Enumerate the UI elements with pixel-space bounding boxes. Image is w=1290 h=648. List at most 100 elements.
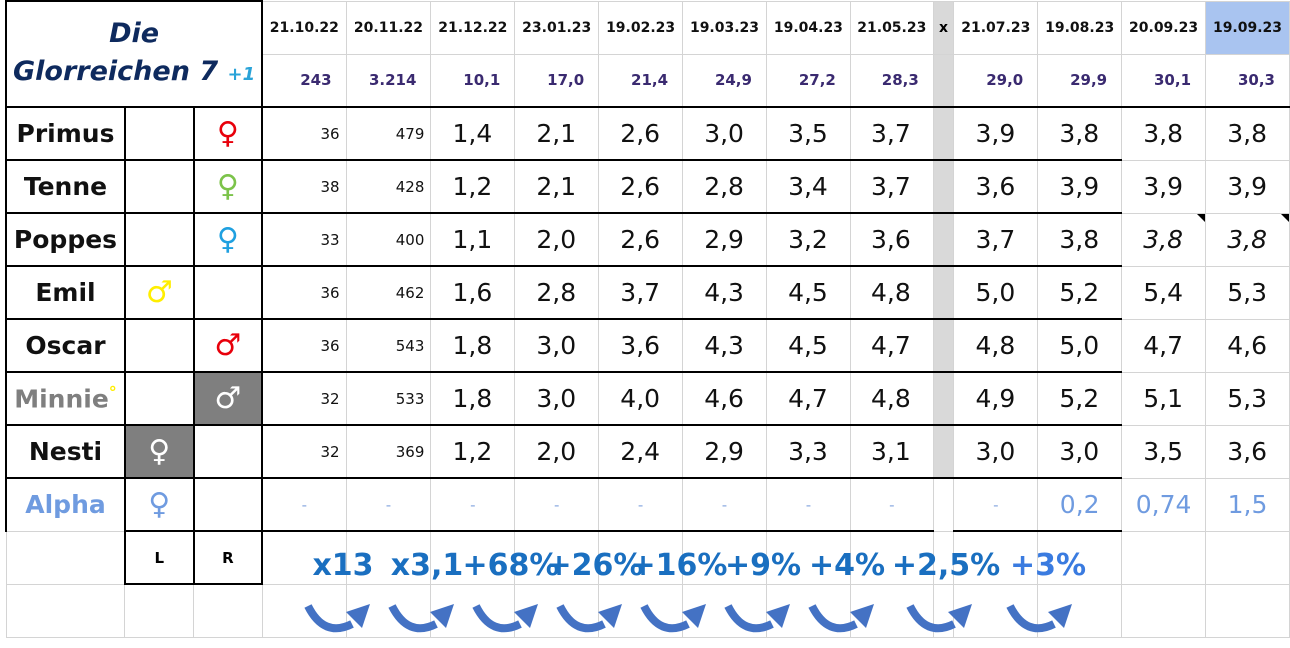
row-name[interactable]: Tenne xyxy=(5,159,126,214)
empty-cell[interactable] xyxy=(124,583,195,638)
value-cell[interactable]: 4,7 xyxy=(1121,318,1207,373)
side-l-cell[interactable] xyxy=(123,371,195,426)
total-cell[interactable]: 30,3 xyxy=(1205,53,1290,108)
side-r-cell[interactable] xyxy=(192,424,263,479)
value-cell[interactable]: 3,9 xyxy=(953,106,1039,161)
row-name[interactable]: Poppes xyxy=(5,212,126,267)
value-cell[interactable]: 1,2 xyxy=(430,159,516,214)
value-cell[interactable]: 462 xyxy=(345,265,432,320)
side-r-cell[interactable]: ♂ xyxy=(192,318,263,373)
empty-cell[interactable] xyxy=(849,530,934,585)
separator-cell[interactable] xyxy=(932,212,955,267)
side-l-cell[interactable] xyxy=(123,159,195,214)
value-cell[interactable]: 369 xyxy=(345,424,432,479)
separator-cell[interactable] xyxy=(932,477,955,532)
value-cell[interactable]: 4,8 xyxy=(953,318,1039,373)
row-name[interactable]: Oscar xyxy=(5,318,126,373)
value-cell[interactable]: 3,6 xyxy=(953,159,1039,214)
value-cell[interactable]: 5,0 xyxy=(953,265,1039,320)
value-cell[interactable]: 3,5 xyxy=(765,106,851,161)
value-cell[interactable]: 5,4 xyxy=(1121,265,1207,320)
value-cell[interactable]: 4,3 xyxy=(682,318,767,373)
value-cell[interactable]: 1,1 xyxy=(430,212,516,267)
value-cell[interactable]: 4,0 xyxy=(598,371,684,426)
total-cell[interactable]: 29,9 xyxy=(1037,53,1123,108)
separator-cell[interactable] xyxy=(932,424,955,479)
value-cell[interactable]: 3,7 xyxy=(849,159,934,214)
date-header[interactable]: 19.08.23 xyxy=(1037,0,1123,55)
total-cell[interactable]: 243 xyxy=(261,53,347,108)
footer-left-label[interactable]: L xyxy=(123,530,195,585)
total-cell[interactable]: 27,2 xyxy=(765,53,851,108)
total-cell[interactable]: 10,1 xyxy=(430,53,516,108)
value-cell[interactable]: 5,1 xyxy=(1121,371,1207,426)
separator-cell[interactable] xyxy=(932,371,955,426)
date-header[interactable]: 21.12.22 xyxy=(430,0,516,55)
value-cell[interactable]: 3,9 xyxy=(1121,159,1207,214)
value-cell[interactable]: 4,7 xyxy=(765,371,851,426)
value-cell[interactable]: 3,0 xyxy=(953,424,1039,479)
date-header[interactable]: 19.02.23 xyxy=(598,0,684,55)
value-cell[interactable]: 4,6 xyxy=(1205,318,1290,373)
value-cell[interactable]: 3,0 xyxy=(682,106,767,161)
value-cell[interactable]: 3,5 xyxy=(1121,424,1207,479)
value-cell[interactable]: 3,4 xyxy=(765,159,851,214)
total-cell[interactable]: 17,0 xyxy=(514,53,600,108)
value-cell[interactable]: 1,4 xyxy=(430,106,516,161)
total-cell[interactable]: 24,9 xyxy=(682,53,767,108)
empty-cell[interactable] xyxy=(5,530,126,585)
value-cell[interactable]: 32 xyxy=(261,424,347,479)
side-l-cell[interactable]: ♂ xyxy=(123,265,195,320)
value-cell[interactable]: 3,6 xyxy=(849,212,934,267)
side-l-cell[interactable]: ♀ xyxy=(123,477,195,532)
row-name[interactable]: Minnie° xyxy=(5,371,126,426)
date-header[interactable]: 19.09.23 xyxy=(1205,0,1290,55)
value-cell[interactable]: 479 xyxy=(345,106,432,161)
value-cell[interactable]: 3,8 xyxy=(1205,106,1290,161)
value-cell[interactable]: 3,8 xyxy=(1037,106,1123,161)
date-header[interactable]: 21.05.23 xyxy=(849,0,934,55)
total-cell[interactable]: 3.214 xyxy=(345,53,432,108)
date-header[interactable]: 20.11.22 xyxy=(345,0,432,55)
value-cell[interactable]: 1,2 xyxy=(430,424,516,479)
total-cell[interactable]: 29,0 xyxy=(953,53,1039,108)
value-cell[interactable]: 5,3 xyxy=(1205,265,1290,320)
value-cell[interactable]: 3,6 xyxy=(598,318,684,373)
value-cell[interactable]: 4,7 xyxy=(849,318,934,373)
value-cell[interactable]: 400 xyxy=(345,212,432,267)
spreadsheet-grid[interactable]: Die Glorreichen 7 +1 21.10.22 20.11.22 21.12… xyxy=(4,0,1290,638)
separator-column-header[interactable]: x xyxy=(932,0,955,55)
row-name[interactable]: Emil xyxy=(5,265,126,320)
value-cell[interactable]: 3,2 xyxy=(765,212,851,267)
value-cell[interactable]: 3,0 xyxy=(514,318,600,373)
value-cell[interactable]: 36 xyxy=(261,265,347,320)
value-cell[interactable]: 2,8 xyxy=(682,159,767,214)
empty-cell[interactable] xyxy=(345,530,432,585)
value-cell[interactable]: - xyxy=(953,477,1039,532)
side-r-cell[interactable]: ♀ xyxy=(192,159,263,214)
value-cell[interactable]: 5,2 xyxy=(1037,371,1123,426)
total-cell[interactable]: 21,4 xyxy=(598,53,684,108)
value-cell[interactable]: 5,2 xyxy=(1037,265,1123,320)
value-cell[interactable]: 3,7 xyxy=(953,212,1039,267)
value-cell[interactable]: 428 xyxy=(345,159,432,214)
value-cell[interactable]: 3,9 xyxy=(1205,159,1290,214)
value-cell[interactable]: 36 xyxy=(261,106,347,161)
value-cell[interactable]: - xyxy=(682,477,767,532)
value-cell[interactable]: - xyxy=(430,477,516,532)
value-cell[interactable]: 2,1 xyxy=(514,159,600,214)
side-r-cell[interactable]: ♂ xyxy=(192,371,263,426)
value-cell[interactable]: 3,8 xyxy=(1121,212,1207,267)
side-r-cell[interactable]: ♀ xyxy=(192,212,263,267)
date-header[interactable]: 20.09.23 xyxy=(1121,0,1207,55)
value-cell[interactable]: 2,9 xyxy=(682,212,767,267)
empty-cell[interactable] xyxy=(1205,583,1290,638)
empty-cell[interactable] xyxy=(193,583,263,638)
value-cell[interactable]: 1,5 xyxy=(1205,477,1290,532)
value-cell[interactable]: 4,5 xyxy=(765,265,851,320)
value-cell[interactable]: 2,6 xyxy=(598,212,684,267)
date-header[interactable]: 21.10.22 xyxy=(261,0,347,55)
value-cell[interactable]: 3,9 xyxy=(1037,159,1123,214)
value-cell[interactable]: 1,6 xyxy=(430,265,516,320)
value-cell[interactable]: 3,6 xyxy=(1205,424,1290,479)
